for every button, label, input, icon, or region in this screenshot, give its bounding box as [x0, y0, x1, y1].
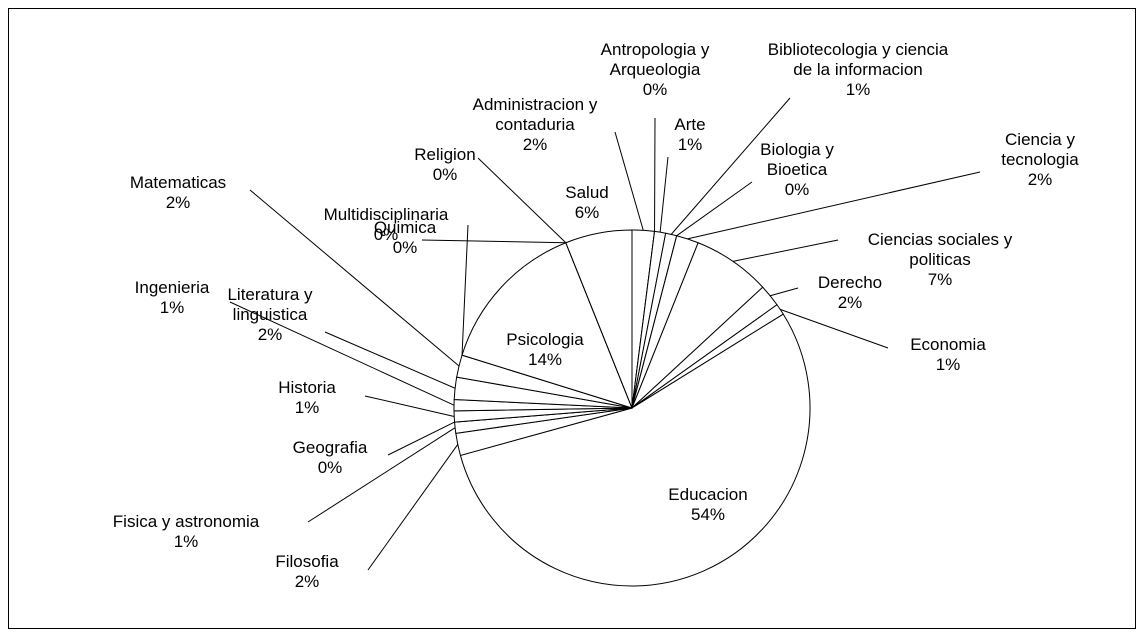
category-label: Ingenieria	[134, 278, 210, 297]
category-label: Literatura y linguistica	[227, 285, 313, 324]
slice-label: Derecho 2%	[805, 273, 895, 313]
slice-label: Religion 0%	[395, 145, 495, 185]
slice-label: Antropologia y Arqueologia 0%	[575, 40, 735, 100]
slice-label: Ingenieria 1%	[117, 278, 227, 318]
value-label: 6%	[574, 203, 600, 222]
value-label: 1%	[677, 135, 703, 154]
leader-line	[307, 427, 456, 523]
value-label: 0%	[373, 225, 399, 244]
leader-line	[367, 444, 459, 571]
slice-label: Educacion 54%	[648, 485, 768, 525]
category-label: Ciencia y tecnologia	[1001, 130, 1079, 169]
leader-line	[477, 157, 567, 244]
leader-line	[780, 308, 889, 349]
leader-line	[421, 239, 566, 244]
value-label: 0%	[784, 180, 810, 199]
value-label: 0%	[317, 458, 343, 477]
value-label: 0%	[642, 80, 668, 99]
category-label: Matematicas	[129, 173, 227, 192]
value-label: 54%	[690, 505, 726, 524]
slice-label: Geografia 0%	[270, 438, 390, 478]
value-label: 7%	[927, 270, 953, 289]
value-label: 0%	[392, 238, 418, 257]
category-label: Economia	[910, 335, 986, 354]
pie-slice	[461, 242, 633, 409]
value-label: 0%	[432, 165, 458, 184]
slice-label: Literatura y linguistica 2%	[225, 285, 315, 345]
category-label: Multidisciplinaria	[323, 205, 449, 224]
category-label: Bibliotecologia y ciencia de la informac…	[767, 40, 949, 79]
pie-slice	[565, 229, 633, 409]
slice-label: Filosofia 2%	[252, 552, 362, 592]
slice-label: Matematicas 2%	[108, 173, 248, 213]
slice-label: Biologia y Bioetica 0%	[742, 140, 852, 200]
value-label: 2%	[165, 193, 191, 212]
slice-label: Multidisciplinaria 0%	[296, 205, 476, 245]
leader-line	[770, 287, 799, 297]
pie-slice	[459, 313, 811, 587]
slice-label: Historia 1%	[252, 378, 362, 418]
value-label: 2%	[294, 572, 320, 591]
leader-line	[324, 331, 456, 389]
value-label: 2%	[1027, 170, 1053, 189]
leader-line	[229, 301, 455, 406]
slice-label: Ciencias sociales y politicas 7%	[835, 230, 1045, 290]
leader-line	[676, 181, 753, 237]
slice-label: Economia 1%	[893, 335, 1003, 375]
value-label: 14%	[527, 350, 563, 369]
value-label: 1%	[935, 355, 961, 374]
leader-line	[387, 421, 455, 456]
category-label: Psicologia	[506, 330, 584, 349]
category-label: Biologia y Bioetica	[760, 140, 834, 179]
category-label: Religion	[414, 145, 476, 164]
value-label: 2%	[837, 293, 863, 312]
slice-label: Salud 6%	[547, 183, 627, 223]
slice-label: Fisica y astronomia 1%	[66, 512, 306, 552]
value-label: 1%	[173, 532, 199, 551]
leader-line	[732, 239, 839, 262]
value-label: 1%	[845, 80, 871, 99]
value-label: 1%	[294, 398, 320, 417]
leader-line	[461, 224, 469, 356]
category-label: Ciencias sociales y politicas	[867, 230, 1013, 269]
value-label: 2%	[522, 135, 548, 154]
category-label: Administracion y contaduria	[472, 95, 598, 134]
slice-label: Ciencia y tecnologia 2%	[980, 130, 1100, 190]
chart-frame	[8, 8, 1136, 629]
category-label: Geografia	[292, 438, 368, 457]
leader-line	[364, 395, 455, 417]
leader-line	[687, 171, 981, 240]
category-label: Quimica	[373, 218, 437, 237]
category-label: Historia	[278, 378, 336, 397]
value-label: 2%	[257, 325, 283, 344]
slice-label: Psicologia 14%	[485, 330, 605, 370]
leader-line	[659, 156, 669, 233]
category-label: Derecho	[817, 273, 883, 292]
slice-label: Arte 1%	[665, 115, 715, 155]
category-label: Arte	[674, 115, 706, 134]
category-label: Antropologia y Arqueologia	[600, 40, 710, 79]
category-label: Fisica y astronomia	[112, 512, 260, 531]
slice-label: Bibliotecologia y ciencia de la informac…	[763, 40, 953, 100]
category-label: Filosofia	[275, 552, 339, 571]
category-label: Salud	[565, 183, 609, 202]
slice-label: Administracion y contaduria 2%	[460, 95, 610, 155]
category-label: Educacion	[668, 485, 748, 504]
value-label: 1%	[159, 298, 185, 317]
leader-line	[249, 189, 460, 367]
slice-label: Quimica 0%	[360, 218, 450, 258]
leader-line	[670, 97, 791, 235]
leader-line	[614, 131, 644, 231]
